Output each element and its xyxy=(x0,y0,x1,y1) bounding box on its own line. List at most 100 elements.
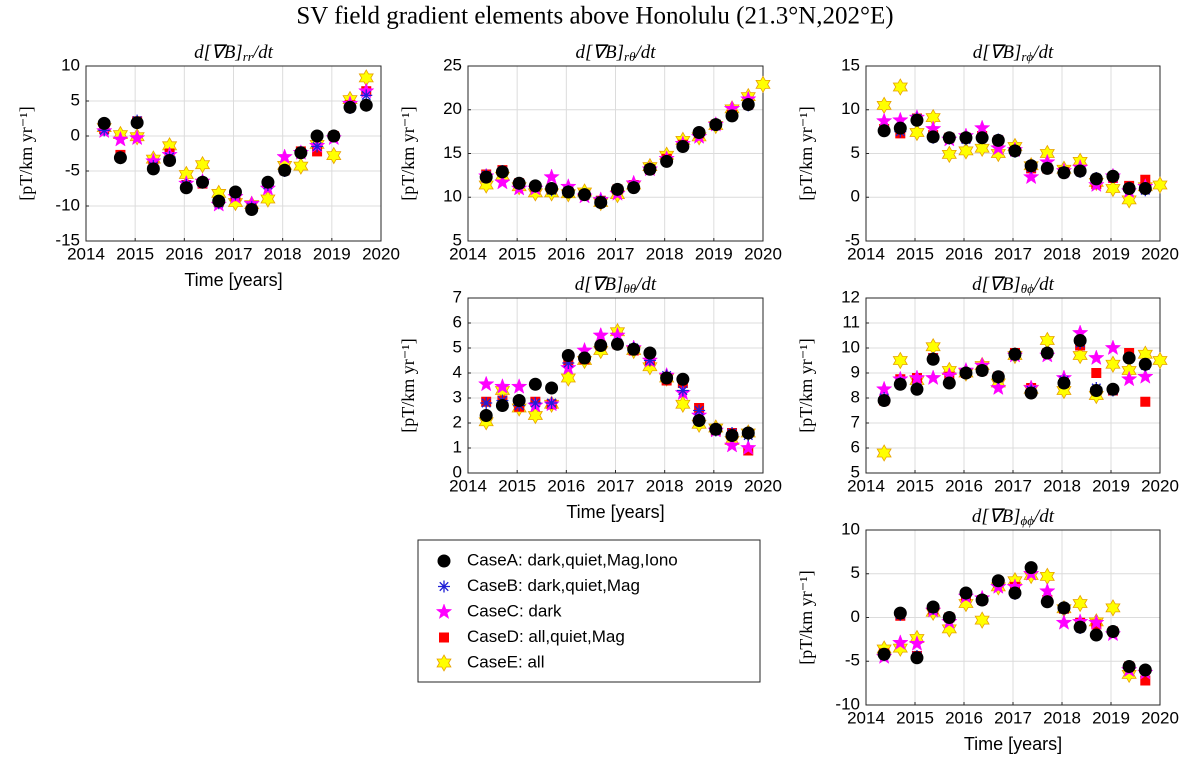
data-point xyxy=(676,372,690,386)
chart-title: d[∇B]θϕ/dt xyxy=(972,274,1055,296)
x-tick-label: 2014 xyxy=(449,244,487,263)
data-point xyxy=(495,165,509,179)
data-point xyxy=(112,130,129,147)
legend-label: CaseA: dark,quiet,Mag,Iono xyxy=(467,550,678,569)
legend-marker xyxy=(438,580,450,593)
x-tick-label: 2014 xyxy=(847,244,885,263)
data-point xyxy=(512,394,526,407)
data-point xyxy=(991,574,1005,588)
data-point xyxy=(527,184,543,202)
y-axis-label: [pT/km yr⁻¹] xyxy=(796,338,816,432)
data-point xyxy=(594,196,608,209)
data-point xyxy=(562,357,575,369)
data-point xyxy=(130,116,144,130)
data-point xyxy=(1087,614,1105,630)
data-point xyxy=(578,188,592,202)
x-tick-label: 2019 xyxy=(313,244,351,263)
title-subscript: rθ xyxy=(624,49,636,64)
y-tick-label: 11 xyxy=(842,312,860,331)
data-point xyxy=(527,406,543,425)
data-point xyxy=(128,129,146,146)
data-point xyxy=(959,131,973,145)
data-point xyxy=(260,190,276,208)
data-point xyxy=(675,395,691,414)
y-tick-label: 5 xyxy=(453,230,462,249)
data-point xyxy=(610,182,624,196)
legend-marker xyxy=(436,654,452,672)
data-point xyxy=(578,351,592,365)
y-tick-label: -5 xyxy=(845,651,860,670)
y-tick-label: 3 xyxy=(453,387,462,406)
data-point xyxy=(1057,376,1071,390)
data-point xyxy=(989,379,1007,396)
title-tail: /dt xyxy=(635,274,657,295)
data-point xyxy=(1040,346,1054,360)
y-tick-label: 15 xyxy=(841,55,860,74)
y-tick-label: 20 xyxy=(443,99,462,118)
data-point xyxy=(1038,582,1056,599)
data-point xyxy=(725,109,739,123)
data-point xyxy=(1106,625,1120,638)
data-point xyxy=(1122,660,1136,673)
chart-title: d[∇B]rϕ/dt xyxy=(973,42,1054,64)
title-tail: /dt xyxy=(1033,506,1055,527)
data-point xyxy=(941,145,957,164)
data-point xyxy=(1024,561,1038,575)
title-main: d[∇B] xyxy=(194,42,243,63)
data-point xyxy=(1072,594,1088,613)
data-point xyxy=(592,326,610,343)
data-point xyxy=(910,382,924,396)
data-point xyxy=(942,131,956,145)
y-tick-label: 5 xyxy=(851,563,860,582)
data-point xyxy=(245,203,259,216)
x-tick-label: 2016 xyxy=(945,708,983,727)
axes-box xyxy=(467,65,764,242)
data-point xyxy=(1087,349,1105,366)
axes-box xyxy=(865,529,1161,706)
title-subscript: θθ xyxy=(623,281,636,296)
data-point xyxy=(676,384,689,397)
y-tick-label: 10 xyxy=(61,55,80,74)
title-main: d[∇B] xyxy=(972,274,1021,295)
data-point xyxy=(627,342,641,356)
data-point xyxy=(310,129,324,143)
data-point xyxy=(892,78,908,96)
data-point xyxy=(709,422,723,436)
y-tick-label: 25 xyxy=(443,55,462,74)
y-tick-label: -10 xyxy=(835,694,860,713)
legend-marker xyxy=(437,554,451,568)
data-point xyxy=(311,140,324,153)
legend-box xyxy=(417,539,761,683)
x-tick-label: 2017 xyxy=(597,476,635,495)
x-tick-label: 2018 xyxy=(1043,708,1081,727)
data-point xyxy=(1121,191,1137,209)
data-point xyxy=(1072,346,1088,365)
x-tick-label: 2015 xyxy=(498,476,536,495)
y-tick-label: 10 xyxy=(841,99,860,118)
data-point xyxy=(512,176,526,190)
data-point xyxy=(529,397,542,409)
x-tick-label: 2018 xyxy=(1043,244,1081,263)
data-point xyxy=(643,346,657,360)
data-point xyxy=(709,118,723,132)
data-point xyxy=(1122,182,1136,195)
y-tick-label: 0 xyxy=(453,462,462,481)
y-tick-label: 12 xyxy=(841,287,860,306)
y-tick-label: 2 xyxy=(453,412,462,431)
data-point xyxy=(479,170,493,184)
x-tick-label: 2017 xyxy=(994,244,1032,263)
x-tick-label: 2017 xyxy=(597,244,635,263)
data-point xyxy=(1056,381,1072,400)
x-tick-label: 2017 xyxy=(215,244,253,263)
data-point xyxy=(1138,357,1152,371)
title-main: d[∇B] xyxy=(973,42,1022,63)
data-point xyxy=(1024,386,1038,400)
data-point xyxy=(212,194,226,208)
legend-label: CaseE: all xyxy=(467,652,544,671)
data-point xyxy=(723,436,741,453)
title-main: d[∇B] xyxy=(575,42,624,63)
chart-title: d[∇B]rθ/dt xyxy=(575,42,656,64)
x-tick-label: 2016 xyxy=(165,244,203,263)
legend-label: CaseC: dark xyxy=(467,601,562,620)
data-point xyxy=(1057,601,1071,615)
